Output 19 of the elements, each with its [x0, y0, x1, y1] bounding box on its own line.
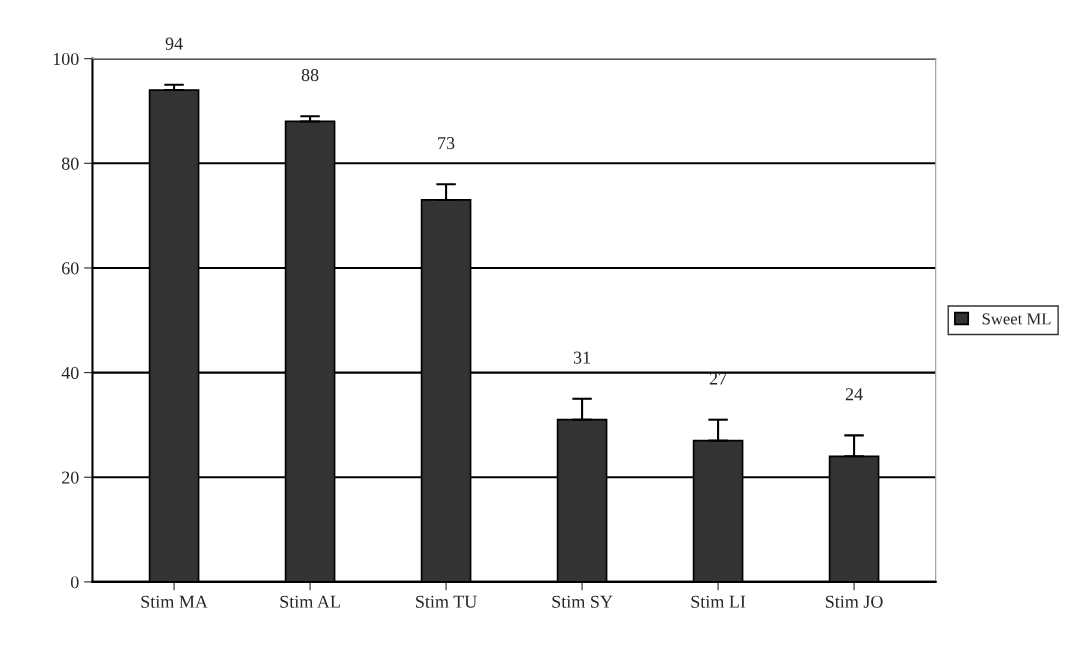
data-label: 88 — [301, 68, 319, 82]
x-tick-label: Stim AL — [280, 595, 340, 608]
y-tick-label: 100 — [53, 52, 79, 66]
y-tick-label: 60 — [62, 262, 79, 275]
x-tick-label: Stim MA — [141, 595, 208, 608]
legend-label: Sweet ML — [982, 313, 1051, 325]
data-label: 94 — [165, 37, 183, 50]
data-label: 24 — [845, 388, 863, 401]
y-tick-label: 0 — [70, 576, 79, 589]
data-label: 27 — [709, 372, 727, 385]
y-tick-label: 80 — [61, 157, 79, 170]
y-tick-label: 20 — [62, 471, 79, 484]
x-tick-label: Stim SY — [552, 595, 613, 608]
data-label: 31 — [573, 351, 591, 364]
y-tick-label: 40 — [61, 366, 79, 380]
x-tick-label: Stim TU — [416, 595, 477, 608]
data-label: 73 — [438, 137, 455, 150]
x-tick-label: Stim LI — [691, 595, 746, 608]
x-tick-label: Stim JO — [825, 595, 883, 608]
